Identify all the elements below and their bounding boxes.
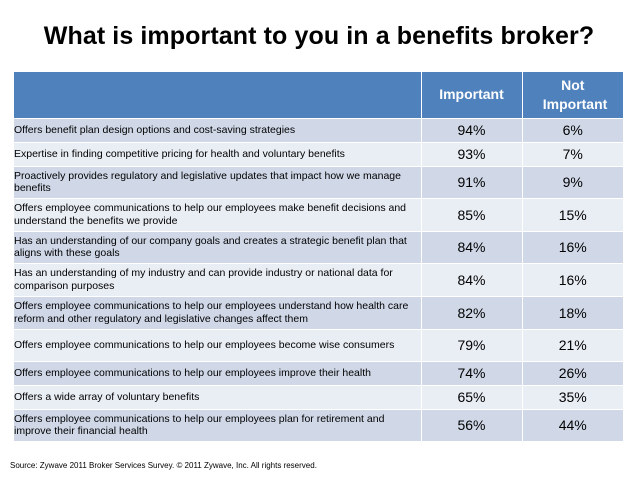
row-statement: Has an understanding of our company goal… xyxy=(14,231,421,264)
row-not-important-value: 21% xyxy=(521,329,623,362)
row-not-important-value: 16% xyxy=(521,231,623,264)
row-not-important-value: 35% xyxy=(521,385,623,410)
row-not-important-value: 18% xyxy=(521,296,623,330)
table-row: Has an understanding of my industry and … xyxy=(14,263,623,297)
table-row: Expertise in finding competitive pricing… xyxy=(14,142,623,167)
row-statement: Has an understanding of my industry and … xyxy=(14,263,421,297)
table-row: Offers employee communications to help o… xyxy=(14,409,623,442)
row-important-value: 65% xyxy=(420,385,522,410)
row-important-value: 82% xyxy=(420,296,522,330)
row-statement: Expertise in finding competitive pricing… xyxy=(14,142,421,167)
row-not-important-value: 9% xyxy=(521,166,623,199)
row-important-value: 94% xyxy=(420,118,522,143)
table-row: Offers a wide array of voluntary benefit… xyxy=(14,385,623,410)
row-statement: Proactively provides regulatory and legi… xyxy=(14,166,421,199)
row-important-value: 79% xyxy=(420,329,522,362)
source-note: Source: Zywave 2011 Broker Services Surv… xyxy=(10,461,317,470)
row-not-important-value: 44% xyxy=(521,409,623,442)
row-important-value: 84% xyxy=(420,263,522,297)
header-important: Important xyxy=(420,72,522,119)
row-statement: Offers employee communications to help o… xyxy=(14,409,421,442)
header-not-important-label: Not Important xyxy=(542,76,608,112)
table-row: Offers employee communications to help o… xyxy=(14,198,623,232)
row-important-value: 91% xyxy=(420,166,522,199)
table-row: Offers benefit plan design options and c… xyxy=(14,118,623,143)
table-row: Offers employee communications to help o… xyxy=(14,329,623,362)
table-row: Offers employee communications to help o… xyxy=(14,296,623,330)
row-important-value: 85% xyxy=(420,198,522,232)
row-not-important-value: 6% xyxy=(521,118,623,143)
row-important-value: 74% xyxy=(420,361,522,386)
header-statement-column xyxy=(14,72,422,119)
table-row: Has an understanding of our company goal… xyxy=(14,231,623,264)
row-important-value: 93% xyxy=(420,142,522,167)
row-statement: Offers employee communications to help o… xyxy=(14,329,421,362)
row-not-important-value: 26% xyxy=(521,361,623,386)
table-row: Offers employee communications to help o… xyxy=(14,361,623,386)
row-important-value: 56% xyxy=(420,409,522,442)
row-statement: Offers employee communications to help o… xyxy=(14,198,421,232)
table-header-row: Important Not Important xyxy=(14,72,623,119)
header-not-important: Not Important xyxy=(521,72,623,119)
table-body: Offers benefit plan design options and c… xyxy=(14,118,623,442)
row-statement: Offers employee communications to help o… xyxy=(14,296,421,330)
survey-table: Important Not Important Offers benefit p… xyxy=(14,72,623,442)
row-statement: Offers a wide array of voluntary benefit… xyxy=(14,385,421,410)
row-statement: Offers employee communications to help o… xyxy=(14,361,421,386)
row-not-important-value: 16% xyxy=(521,263,623,297)
row-not-important-value: 15% xyxy=(521,198,623,232)
row-statement: Offers benefit plan design options and c… xyxy=(14,118,421,143)
table-row: Proactively provides regulatory and legi… xyxy=(14,166,623,199)
page-title: What is important to you in a benefits b… xyxy=(43,22,595,50)
row-important-value: 84% xyxy=(420,231,522,264)
row-not-important-value: 7% xyxy=(521,142,623,167)
